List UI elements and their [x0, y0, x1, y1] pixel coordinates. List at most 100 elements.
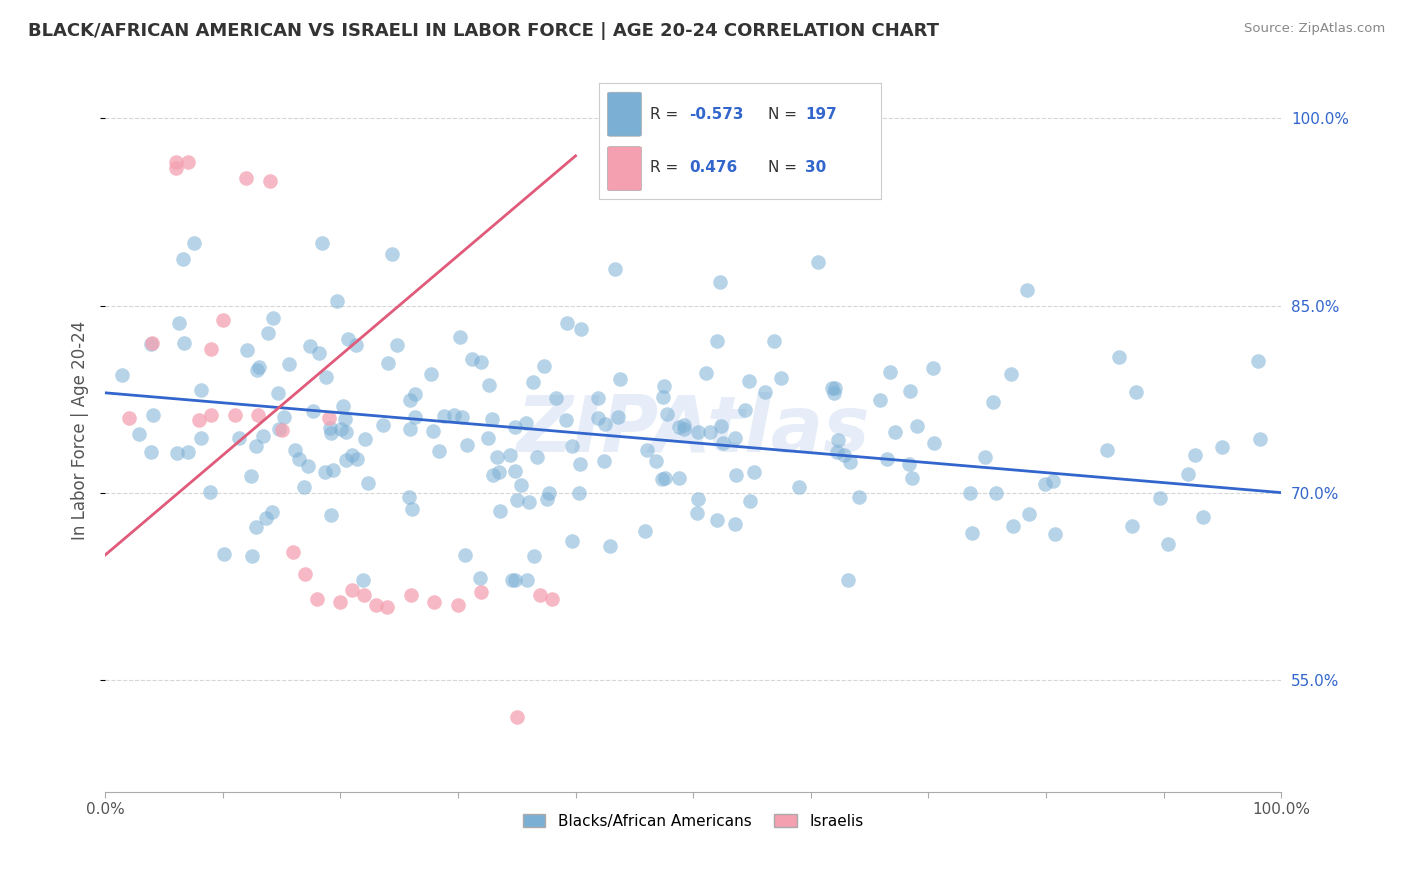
Point	[515, 416, 537, 430]
Point	[235, 171, 257, 186]
Point	[1249, 432, 1271, 446]
Point	[200, 342, 222, 356]
Point	[326, 294, 349, 309]
Point	[321, 508, 343, 522]
Point	[212, 547, 235, 561]
Legend: Blacks/African Americans, Israelis: Blacks/African Americans, Israelis	[516, 807, 870, 835]
Point	[336, 332, 359, 346]
Point	[571, 321, 593, 335]
Point	[1184, 448, 1206, 462]
Point	[294, 566, 316, 581]
Point	[651, 390, 673, 404]
Point	[308, 345, 330, 359]
Point	[823, 386, 845, 401]
Point	[636, 442, 658, 457]
Point	[529, 588, 551, 602]
Point	[506, 493, 529, 508]
Point	[329, 595, 352, 609]
Text: Source: ZipAtlas.com: Source: ZipAtlas.com	[1244, 22, 1385, 36]
Point	[1121, 519, 1143, 533]
Point	[419, 367, 441, 381]
Point	[477, 431, 499, 445]
Point	[738, 493, 761, 508]
Point	[335, 452, 357, 467]
Point	[686, 491, 709, 506]
Point	[236, 343, 259, 357]
Point	[1192, 510, 1215, 524]
Point	[505, 464, 527, 478]
Point	[198, 485, 221, 500]
Point	[141, 444, 163, 458]
Point	[398, 490, 420, 504]
Point	[385, 338, 408, 352]
Point	[1043, 527, 1066, 541]
Point	[505, 419, 527, 434]
Point	[262, 505, 284, 519]
Point	[695, 366, 717, 380]
Point	[711, 436, 734, 450]
Point	[668, 420, 690, 434]
Point	[1125, 384, 1147, 399]
Point	[239, 469, 262, 483]
Point	[399, 588, 422, 602]
Point	[482, 468, 505, 483]
Point	[228, 431, 250, 445]
Point	[422, 424, 444, 438]
Point	[173, 336, 195, 351]
Point	[699, 425, 721, 439]
Point	[922, 436, 945, 450]
Point	[427, 444, 450, 458]
Point	[738, 374, 761, 388]
Point	[832, 449, 855, 463]
Point	[1246, 354, 1268, 368]
Point	[257, 326, 280, 341]
Point	[335, 425, 357, 439]
Point	[533, 359, 555, 373]
Point	[470, 585, 492, 599]
Point	[498, 448, 520, 462]
Point	[166, 445, 188, 459]
Point	[249, 359, 271, 374]
Point	[453, 548, 475, 562]
Point	[821, 381, 844, 395]
Point	[825, 444, 848, 458]
Point	[315, 369, 337, 384]
Point	[599, 539, 621, 553]
Point	[377, 600, 399, 615]
Point	[344, 338, 367, 352]
Point	[128, 426, 150, 441]
Point	[586, 392, 609, 406]
Point	[346, 452, 368, 467]
Point	[364, 598, 387, 612]
Point	[335, 412, 357, 426]
Text: ZIPAtlas: ZIPAtlas	[516, 392, 870, 468]
Point	[246, 363, 269, 377]
Point	[555, 413, 578, 427]
Point	[561, 533, 583, 548]
Point	[297, 459, 319, 474]
Point	[470, 571, 492, 585]
Point	[1108, 350, 1130, 364]
Point	[423, 595, 446, 609]
Point	[318, 410, 340, 425]
Point	[398, 393, 420, 408]
Point	[443, 408, 465, 422]
Point	[404, 410, 426, 425]
Point	[352, 573, 374, 587]
Point	[770, 371, 793, 385]
Point	[754, 384, 776, 399]
Point	[710, 419, 733, 434]
Point	[141, 335, 163, 350]
Point	[555, 317, 578, 331]
Point	[824, 381, 846, 395]
Point	[353, 588, 375, 602]
Point	[644, 454, 666, 468]
Point	[165, 161, 187, 176]
Point	[501, 573, 523, 587]
Point	[652, 378, 675, 392]
Point	[340, 582, 363, 597]
Point	[404, 387, 426, 401]
Point	[302, 404, 325, 418]
Point	[506, 710, 529, 724]
Point	[340, 448, 363, 462]
